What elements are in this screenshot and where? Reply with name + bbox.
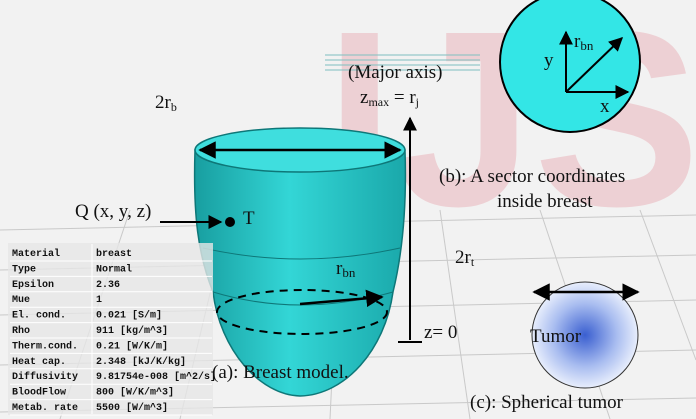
property-value: 9.81754e-008 [m^2/s] (96, 371, 216, 383)
tumor-point (225, 217, 235, 227)
z0-label: z= 0 (424, 322, 457, 343)
property-value: breast (96, 248, 132, 260)
caption-b: (b): A sector coordinates (439, 166, 625, 187)
property-value: Normal (96, 263, 132, 275)
sector-x: x (600, 96, 610, 117)
property-value: 0.21 [W/K/m] (96, 340, 168, 352)
property-name: Epsilon (12, 279, 54, 291)
property-name: Metab. rate (12, 402, 78, 414)
point-label: Q (x, y, z) (75, 201, 151, 222)
caption-b: inside breast (497, 191, 593, 212)
caption-a: (a): Breast model. (212, 362, 349, 383)
property-value: 0.021 [S/m] (96, 310, 162, 322)
property-value: 800 [W/K/m^3] (96, 387, 174, 399)
property-value: 1 (96, 295, 102, 306)
sector-y: y (544, 50, 554, 71)
property-value: 911 [kg/m^3] (96, 325, 168, 337)
property-name: Type (12, 264, 36, 275)
property-name: Material (12, 248, 60, 260)
axis-note: (Major axis) (348, 62, 442, 83)
property-name: Rho (12, 325, 30, 337)
property-name: BloodFlow (12, 387, 66, 399)
tumor-point-label: T (243, 208, 255, 229)
figure: IJS 2rb (Major axis) zmax = rj Q (x, y, … (0, 0, 696, 419)
property-value: 5500 [W/m^3] (96, 402, 168, 414)
tumor-label: Tumor (530, 326, 582, 347)
sector-circle (500, 0, 640, 132)
property-name: Mue (12, 295, 30, 306)
property-name: Heat cap. (12, 357, 66, 368)
property-value: 2.36 (96, 280, 120, 291)
caption-c: (c): Spherical tumor (470, 392, 624, 413)
property-name: El. cond. (12, 310, 66, 322)
property-name: Therm.cond. (12, 340, 78, 352)
property-name: Diffusivity (12, 371, 78, 383)
property-value: 2.348 [kJ/K/kg] (96, 356, 186, 368)
